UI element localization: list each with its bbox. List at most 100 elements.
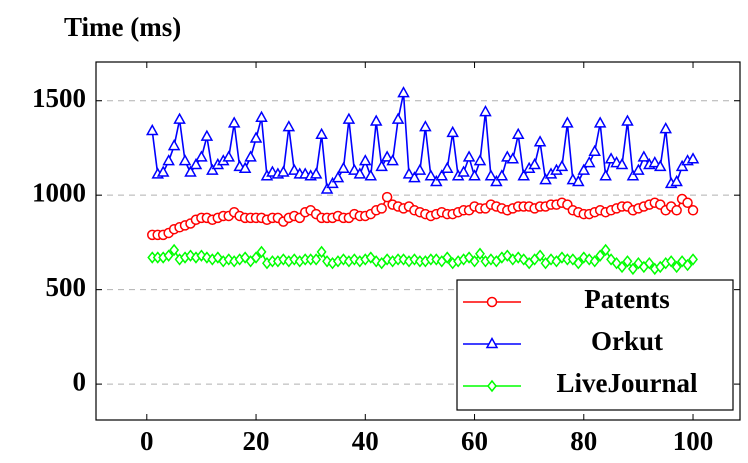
marker <box>315 127 328 139</box>
marker <box>408 171 421 183</box>
y-axis-label: Time (ms) <box>64 12 181 42</box>
marker <box>528 157 541 170</box>
marker <box>648 156 662 168</box>
marker <box>659 122 672 134</box>
marker <box>535 249 546 262</box>
marker <box>249 131 263 143</box>
marker <box>316 245 327 259</box>
marker <box>582 156 596 168</box>
marker <box>457 165 470 177</box>
marker <box>189 157 203 170</box>
marker <box>486 296 498 308</box>
legend-label: LiveJournal <box>556 368 698 398</box>
marker <box>359 154 372 166</box>
marker <box>369 114 383 126</box>
marker <box>675 159 689 172</box>
marker <box>244 150 257 162</box>
series-line <box>151 93 694 192</box>
marker <box>462 150 476 162</box>
marker <box>469 255 480 268</box>
marker <box>475 247 485 260</box>
marker <box>506 152 520 164</box>
plot-frame <box>95 61 741 421</box>
marker <box>184 165 197 177</box>
marker <box>573 256 584 270</box>
marker <box>435 169 449 181</box>
marker <box>671 260 682 274</box>
marker <box>424 169 438 181</box>
marker <box>326 176 339 189</box>
x-tick-label: 0 <box>140 426 154 456</box>
marker <box>227 116 241 128</box>
marker <box>255 110 268 122</box>
marker <box>495 169 509 181</box>
marker <box>595 249 606 262</box>
marker <box>337 161 350 173</box>
y-tick-label: 1000 <box>32 177 86 207</box>
marker <box>622 255 633 268</box>
marker <box>473 154 487 166</box>
marker <box>479 105 492 117</box>
legend: Patents Orkut LiveJournal <box>456 279 734 411</box>
marker <box>627 262 638 276</box>
marker <box>617 260 627 274</box>
x-tick-label: 80 <box>570 426 597 456</box>
marker <box>381 191 393 203</box>
marker <box>364 169 378 181</box>
marker <box>446 125 459 138</box>
marker <box>593 116 607 128</box>
marker <box>687 205 699 216</box>
x-tick-label: 40 <box>352 426 379 456</box>
marker <box>238 161 252 173</box>
marker <box>145 123 159 136</box>
marker <box>555 159 569 172</box>
marker <box>178 154 192 166</box>
x-tick-label: 60 <box>461 426 488 456</box>
marker <box>331 171 345 183</box>
marker <box>320 182 334 194</box>
marker <box>502 249 513 262</box>
marker <box>288 163 301 175</box>
marker <box>671 205 682 216</box>
marker <box>397 86 410 98</box>
marker <box>600 243 611 257</box>
marker <box>277 165 290 177</box>
marker <box>386 154 399 166</box>
marker <box>517 169 530 181</box>
x-tick-label: 100 <box>673 426 714 456</box>
marker <box>653 159 667 172</box>
marker <box>588 144 601 156</box>
marker <box>162 154 175 166</box>
marker <box>670 174 683 187</box>
marker <box>626 169 640 181</box>
marker <box>637 150 651 162</box>
legend-label: Patents <box>584 284 669 314</box>
x-tick-label: 20 <box>243 426 270 456</box>
marker <box>632 163 645 175</box>
marker <box>353 167 367 179</box>
marker <box>539 173 552 185</box>
marker <box>511 127 525 139</box>
marker <box>572 174 585 187</box>
marker <box>402 167 416 179</box>
y-tick-label: 0 <box>73 366 87 396</box>
marker <box>490 174 503 187</box>
marker <box>644 256 655 270</box>
marker <box>380 150 394 162</box>
marker <box>222 150 236 162</box>
marker <box>173 112 186 124</box>
legend-label: Orkut <box>591 326 663 356</box>
marker <box>391 112 405 124</box>
y-tick-label: 500 <box>46 272 87 302</box>
marker <box>311 253 322 266</box>
marker <box>440 161 454 173</box>
marker <box>561 116 574 128</box>
marker <box>419 120 432 132</box>
marker <box>533 135 547 147</box>
marker <box>206 163 219 175</box>
marker <box>348 163 361 175</box>
marker <box>430 174 443 187</box>
marker <box>484 169 498 181</box>
marker <box>251 251 262 264</box>
